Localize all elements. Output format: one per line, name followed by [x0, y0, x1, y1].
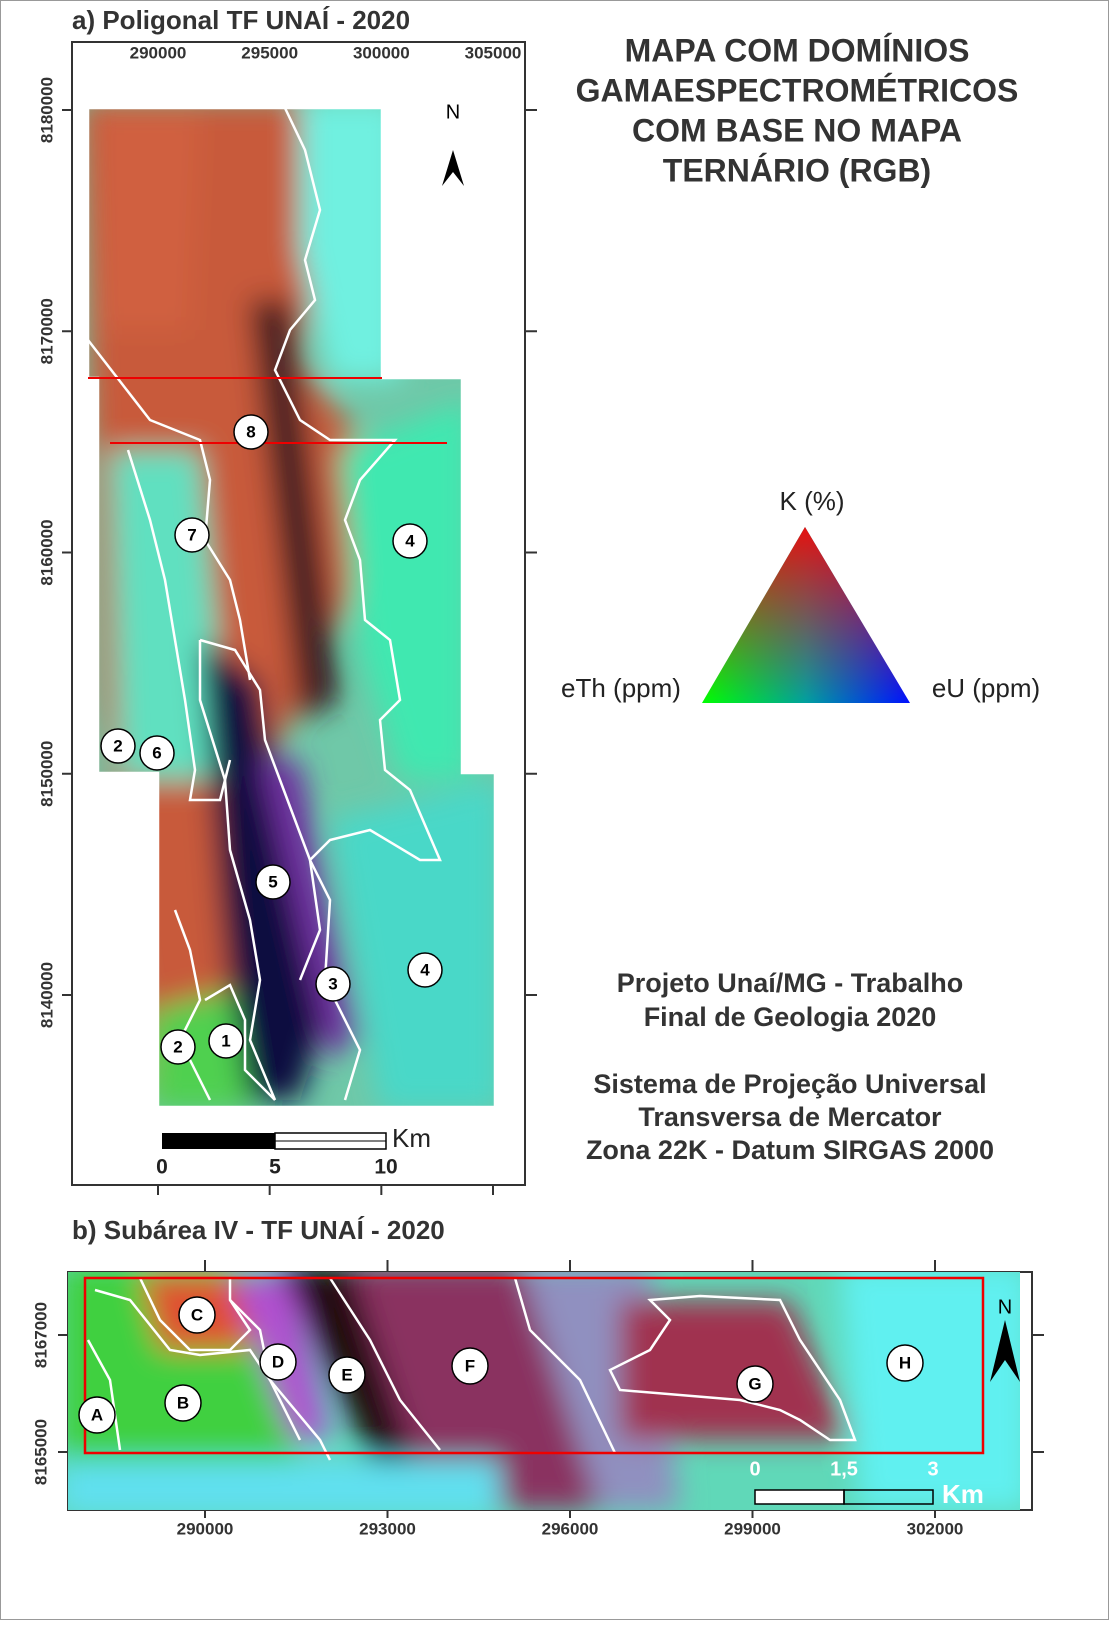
project-note: Final de Geologia 2020: [644, 1002, 937, 1032]
domain-label: H: [899, 1353, 911, 1372]
scale-bar: [162, 1133, 275, 1149]
map-title: TERNÁRIO (RGB): [663, 152, 931, 188]
scale-label: 10: [374, 1156, 397, 1179]
x-tick-label: 300000: [353, 43, 410, 62]
scale-label: 1,5: [830, 1458, 858, 1480]
y-tick-label: 8170000: [37, 298, 56, 364]
domain-label: 7: [187, 525, 196, 544]
domain-label: 3: [328, 974, 337, 993]
north-label: N: [998, 1296, 1012, 1318]
domain-label: 2: [113, 736, 122, 755]
map-title: COM BASE NO MAPA: [632, 112, 962, 148]
north-label: N: [446, 101, 460, 123]
domain-label: 4: [405, 531, 415, 550]
x-tick-label: 299000: [724, 1519, 781, 1538]
legend-left: eTh (ppm): [561, 673, 681, 703]
domain-label: A: [91, 1405, 103, 1424]
domain-label: C: [191, 1305, 203, 1324]
legend-right: eU (ppm): [932, 673, 1040, 703]
x-tick-label: 305000: [465, 43, 522, 62]
scale-unit: Km: [942, 1479, 984, 1509]
legend-apex: K (%): [780, 486, 845, 516]
y-tick-label: 8160000: [37, 519, 56, 585]
domain-label: 4: [420, 960, 430, 979]
domain-label: 8: [246, 422, 255, 441]
domain-label: B: [177, 1393, 189, 1412]
scale-unit: Km: [392, 1123, 431, 1153]
y-tick-label: 8150000: [37, 741, 56, 807]
projection-note: Transversa de Mercator: [638, 1102, 942, 1132]
x-tick-label: 296000: [542, 1519, 599, 1538]
domain-label: 1: [221, 1031, 230, 1050]
figure: K (%) eTh (ppm) eU (ppm) a) Poligonal TF…: [0, 0, 1109, 1620]
domain-label: 5: [268, 872, 277, 891]
map-title: MAPA COM DOMÍNIOS: [625, 32, 970, 68]
y-tick-label: 8165000: [31, 1419, 50, 1485]
x-tick-label: 302000: [907, 1519, 964, 1538]
x-tick-label: 290000: [177, 1519, 234, 1538]
ternary-legend: K (%) eTh (ppm) eU (ppm): [561, 486, 1040, 703]
map-title: GAMAESPECTROMÉTRICOS: [576, 72, 1019, 108]
x-tick-label: 295000: [241, 43, 298, 62]
project-note: Projeto Unaí/MG - Trabalho: [617, 968, 964, 998]
domain-label: 2: [173, 1037, 182, 1056]
y-tick-label: 8140000: [37, 962, 56, 1028]
panel-title: b) Subárea IV - TF UNAÍ - 2020: [72, 1215, 445, 1245]
domain-label: D: [272, 1352, 284, 1371]
domain-label: F: [465, 1356, 475, 1375]
panel-title: a) Poligonal TF UNAÍ - 2020: [72, 5, 410, 35]
scale-label: 5: [269, 1156, 281, 1179]
scale-label: 0: [156, 1156, 168, 1179]
domain-label: G: [748, 1374, 761, 1393]
domain-label: 6: [152, 743, 161, 762]
y-tick-label: 8180000: [37, 77, 56, 143]
projection-note: Sistema de Projeção Universal: [593, 1069, 986, 1099]
projection-note: Zona 22K - Datum SIRGAS 2000: [586, 1135, 994, 1165]
domain-label: E: [341, 1365, 352, 1384]
scale-label: 0: [749, 1458, 760, 1480]
scale-bar: [755, 1490, 844, 1504]
scale-label: 3: [927, 1458, 938, 1480]
x-tick-label: 290000: [130, 43, 187, 62]
x-tick-label: 293000: [359, 1519, 416, 1538]
y-tick-label: 8167000: [31, 1302, 50, 1368]
